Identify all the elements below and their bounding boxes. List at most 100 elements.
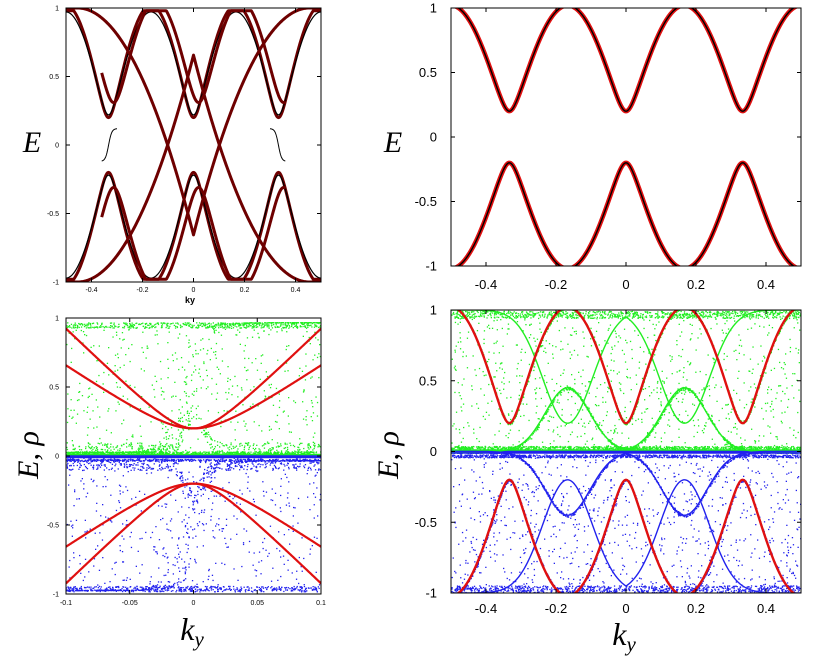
- x-tick-label: -0.1: [60, 600, 72, 607]
- density-point: [231, 452, 234, 454]
- density-point: [214, 586, 216, 588]
- density-point: [229, 379, 231, 381]
- density-point: [152, 458, 155, 461]
- density-point: [312, 436, 315, 438]
- density-point: [108, 461, 110, 463]
- density-point: [183, 579, 185, 581]
- density-point: [216, 587, 218, 589]
- density-point: [316, 487, 318, 489]
- density-point: [181, 366, 184, 368]
- density-point: [193, 394, 195, 396]
- density-point: [285, 348, 287, 351]
- density-point: [88, 322, 90, 324]
- density-point: [100, 452, 102, 455]
- density-point: [195, 586, 198, 588]
- density-point: [192, 459, 194, 461]
- density-point: [182, 439, 184, 441]
- density-point: [181, 521, 183, 523]
- density-point: [307, 323, 309, 325]
- density-point: [141, 537, 143, 540]
- density-point: [309, 458, 311, 461]
- density-point: [68, 590, 70, 592]
- density-point: [85, 446, 87, 448]
- density-point: [80, 451, 82, 453]
- density-point: [188, 342, 190, 344]
- density-point: [98, 374, 100, 377]
- density-point: [225, 444, 228, 446]
- density-point: [171, 537, 173, 539]
- density-point: [260, 589, 262, 592]
- density-point: [154, 457, 156, 460]
- density-point: [225, 589, 227, 591]
- density-point: [166, 324, 168, 326]
- density-point: [119, 449, 121, 452]
- density-point: [229, 495, 231, 497]
- density-point: [205, 327, 207, 329]
- density-point: [90, 461, 93, 463]
- density-point: [223, 589, 225, 592]
- density-point: [276, 449, 278, 451]
- density-point: [117, 449, 119, 451]
- density-point: [168, 585, 170, 587]
- density-point: [263, 451, 265, 453]
- density-point: [68, 325, 71, 327]
- density-point: [240, 589, 242, 591]
- density-point: [109, 451, 111, 454]
- density-point: [136, 451, 138, 453]
- density-point: [115, 410, 117, 412]
- density-point: [228, 453, 230, 455]
- density-point: [294, 507, 296, 509]
- density-point: [245, 423, 247, 425]
- density-point: [139, 586, 141, 588]
- density-point: [244, 453, 246, 455]
- density-point: [213, 452, 215, 454]
- density-point: [208, 434, 210, 436]
- density-point: [185, 324, 187, 326]
- density-point: [237, 451, 239, 453]
- density-point: [111, 325, 113, 327]
- density-point: [226, 327, 228, 329]
- density-point: [186, 402, 188, 404]
- band-red-3: [66, 482, 321, 585]
- density-point: [115, 451, 117, 453]
- density-point: [313, 482, 315, 484]
- density-point: [291, 322, 294, 324]
- density-point: [275, 387, 278, 390]
- density-point: [135, 496, 137, 498]
- density-point: [239, 464, 241, 467]
- density-point: [75, 324, 77, 326]
- density-point: [288, 502, 290, 504]
- density-point: [215, 562, 217, 564]
- density-point: [162, 468, 164, 470]
- density-point: [284, 324, 286, 326]
- density-point: [70, 452, 72, 454]
- density-point: [72, 331, 74, 333]
- density-point: [168, 581, 171, 583]
- density-point: [217, 589, 219, 591]
- x-tick-label: 0.2: [240, 287, 250, 294]
- density-point: [68, 325, 70, 328]
- density-point: [150, 460, 152, 462]
- density-point: [193, 497, 196, 499]
- density-point: [180, 436, 183, 439]
- density-point: [110, 446, 112, 448]
- density-point: [186, 323, 188, 325]
- density-point: [265, 396, 267, 398]
- density-point: [258, 448, 260, 450]
- density-point: [125, 462, 127, 464]
- density-point: [166, 557, 168, 559]
- density-point: [100, 442, 102, 444]
- density-point: [235, 445, 238, 447]
- density-point: [649, 311, 651, 314]
- density-point: [150, 589, 152, 591]
- density-point: [95, 586, 97, 588]
- density-point: [299, 325, 301, 327]
- density-point: [132, 434, 134, 436]
- density-point: [190, 495, 192, 497]
- density-point: [182, 420, 184, 423]
- density-point: [284, 447, 287, 449]
- density-point: [294, 401, 297, 404]
- density-point: [159, 441, 161, 443]
- density-point: [142, 447, 144, 449]
- density-point: [276, 331, 278, 333]
